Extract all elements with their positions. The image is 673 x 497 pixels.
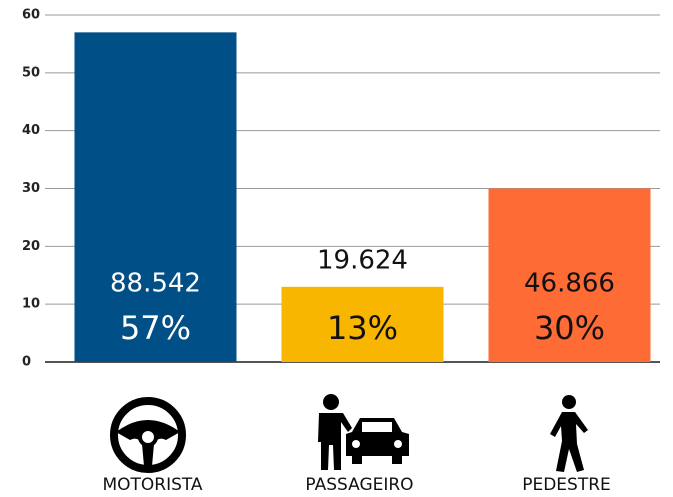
- y-tick-label: 50: [22, 65, 40, 80]
- icon-steering-wheel: [110, 397, 186, 473]
- y-tick-label: 60: [22, 8, 40, 23]
- value-label: 57%: [120, 309, 191, 347]
- y-tick-label: 40: [22, 123, 40, 138]
- y-tick-label: 20: [22, 239, 40, 254]
- x-tick-label: PASSAGEIRO: [305, 475, 413, 495]
- x-tick-label: PEDESTRE: [522, 475, 611, 495]
- y-tick-label: 10: [22, 297, 40, 312]
- count-label: 46.866: [524, 269, 615, 299]
- value-label: 13%: [327, 309, 398, 347]
- count-label: 88.542: [110, 269, 201, 299]
- count-label: 19.624: [317, 245, 408, 275]
- x-tick-label: MOTORISTA: [102, 475, 202, 495]
- icon-passenger: [318, 394, 409, 470]
- icon-pedestrian: [550, 395, 588, 472]
- value-label: 30%: [534, 309, 605, 347]
- y-tick-label: 0: [22, 355, 31, 370]
- bar: [74, 32, 237, 362]
- bar: [488, 188, 651, 362]
- bar: [281, 286, 444, 362]
- y-tick-label: 30: [22, 181, 40, 196]
